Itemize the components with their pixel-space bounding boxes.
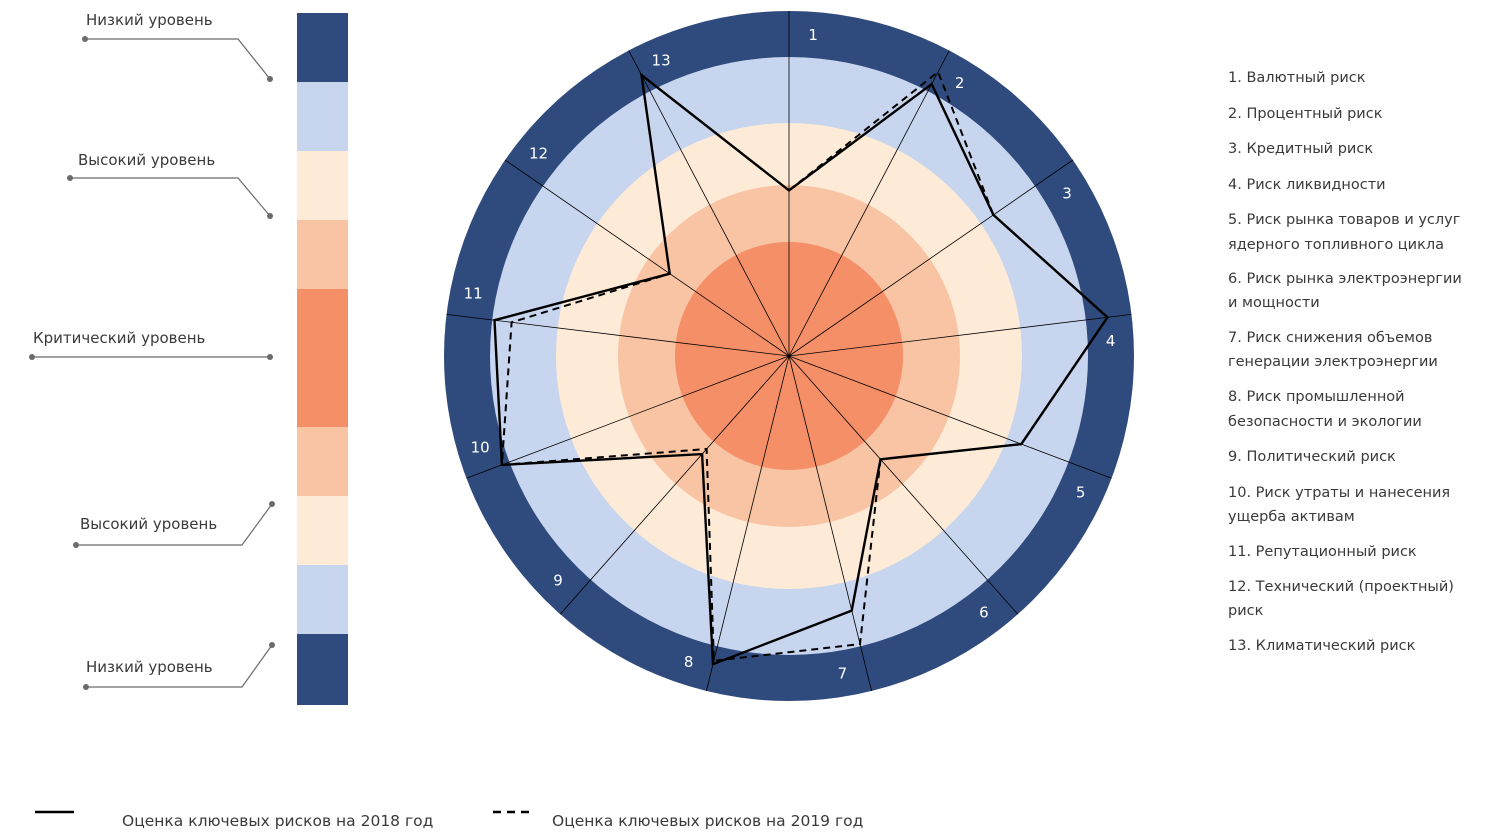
callout-dot xyxy=(29,354,35,360)
callout-dot xyxy=(83,684,89,690)
legend-item: генерации электроэнергии xyxy=(1228,354,1438,370)
legend-item: 13. Климатический риск xyxy=(1228,638,1416,654)
axis-label-8: 8 xyxy=(684,653,694,671)
legend-item: 1. Валютный риск xyxy=(1228,70,1366,86)
legend-item: 11. Репутационный риск xyxy=(1228,544,1417,560)
legend-item: безопасности и экологии xyxy=(1228,414,1422,430)
scale-band-high-bottom xyxy=(297,427,348,496)
series-legend: Оценка ключевых рисков на 2018 год Оценк… xyxy=(35,810,863,830)
legend-item: 2. Процентный риск xyxy=(1228,106,1383,122)
axis-label-1: 1 xyxy=(808,26,818,44)
axis-label-12: 12 xyxy=(529,145,548,163)
axis-label-9: 9 xyxy=(553,571,563,589)
scale-callouts xyxy=(32,38,273,688)
spoke-11 xyxy=(446,314,790,357)
axis-label-3: 3 xyxy=(1062,185,1072,203)
legend-item: 4. Риск ликвидности xyxy=(1228,177,1386,193)
callout-dot xyxy=(269,501,275,507)
callout-dot xyxy=(82,36,88,42)
spoke-6 xyxy=(788,355,1019,615)
radar-series xyxy=(493,70,1110,666)
axis-label-5: 5 xyxy=(1076,483,1086,501)
scale-label-high-bottom: Высокий уровень xyxy=(80,515,217,533)
scale-band-elevated-top xyxy=(297,151,348,220)
spoke-10 xyxy=(466,355,790,479)
scale-band-elevated-bottom xyxy=(297,496,348,565)
spoke-4 xyxy=(788,314,1132,357)
spoke-5 xyxy=(788,355,1112,479)
scale-band-low-bottom xyxy=(297,634,348,705)
legend-item: ущерба активам xyxy=(1228,509,1355,525)
legend-item: 5. Риск рынка товаров и услуг xyxy=(1228,212,1460,228)
legend-item: 12. Технический (проектный) xyxy=(1228,579,1454,595)
legend-item: 3. Кредитный риск xyxy=(1228,141,1373,157)
callout-dot xyxy=(267,213,273,219)
spoke-13 xyxy=(628,50,790,357)
legend-item: 8. Риск промышленной xyxy=(1228,389,1405,405)
scale-band-critical xyxy=(297,289,348,427)
scale-band-high-top xyxy=(297,220,348,289)
legend-item: и мощности xyxy=(1228,295,1320,311)
scale-label-high-top: Высокий уровень xyxy=(78,151,215,169)
scale-callout-dots xyxy=(29,36,275,690)
axis-label-7: 7 xyxy=(838,665,848,683)
scale-band-medium-bottom xyxy=(297,565,348,634)
callout-dot xyxy=(267,76,273,82)
legend-series-2019: Оценка ключевых рисков на 2019 год xyxy=(552,812,863,830)
spoke-12 xyxy=(504,159,790,357)
callout-low-bottom-line xyxy=(86,644,273,688)
legend-item: 10. Риск утраты и нанесения xyxy=(1228,485,1450,501)
legend-item: ядерного топливного цикла xyxy=(1228,237,1444,253)
scale-label-critical: Критический уровень xyxy=(33,329,205,347)
callout-high-bottom-line xyxy=(76,503,273,546)
risk-legend: 1. Валютный риск 2. Процентный риск 3. Кре… xyxy=(1228,70,1462,654)
risk-scale-bar xyxy=(297,13,348,705)
axis-label-13: 13 xyxy=(652,52,671,70)
callout-dot xyxy=(73,542,79,548)
callout-low-top-line xyxy=(85,38,271,80)
radar-spokes xyxy=(446,11,1132,692)
axis-label-11: 11 xyxy=(464,284,483,302)
callout-high-top-line xyxy=(70,177,271,217)
legend-item: 6. Риск рынка электроэнергии xyxy=(1228,271,1462,287)
legend-series-2018: Оценка ключевых рисков на 2018 год xyxy=(122,812,433,830)
axis-label-10: 10 xyxy=(471,438,490,456)
scale-band-medium-top xyxy=(297,82,348,151)
scale-band-low-top xyxy=(297,13,348,82)
spoke-8 xyxy=(706,355,790,692)
callout-dot xyxy=(267,354,273,360)
spoke-7 xyxy=(788,355,872,692)
series-2018-polygon xyxy=(493,72,1110,666)
legend-item: 7. Риск снижения объемов xyxy=(1228,330,1432,346)
callout-dot xyxy=(67,175,73,181)
axis-label-4: 4 xyxy=(1106,332,1116,350)
legend-item: риск xyxy=(1228,603,1264,619)
axis-label-6: 6 xyxy=(979,603,989,621)
spoke-3 xyxy=(788,159,1074,357)
spoke-9 xyxy=(559,355,790,615)
scale-label-low-bottom: Низкий уровень xyxy=(86,658,213,676)
callout-dot xyxy=(269,642,275,648)
legend-item: 9. Политический риск xyxy=(1228,449,1396,465)
scale-label-low-top: Низкий уровень xyxy=(86,11,213,29)
axis-label-2: 2 xyxy=(955,74,965,92)
spoke-2 xyxy=(788,50,950,357)
